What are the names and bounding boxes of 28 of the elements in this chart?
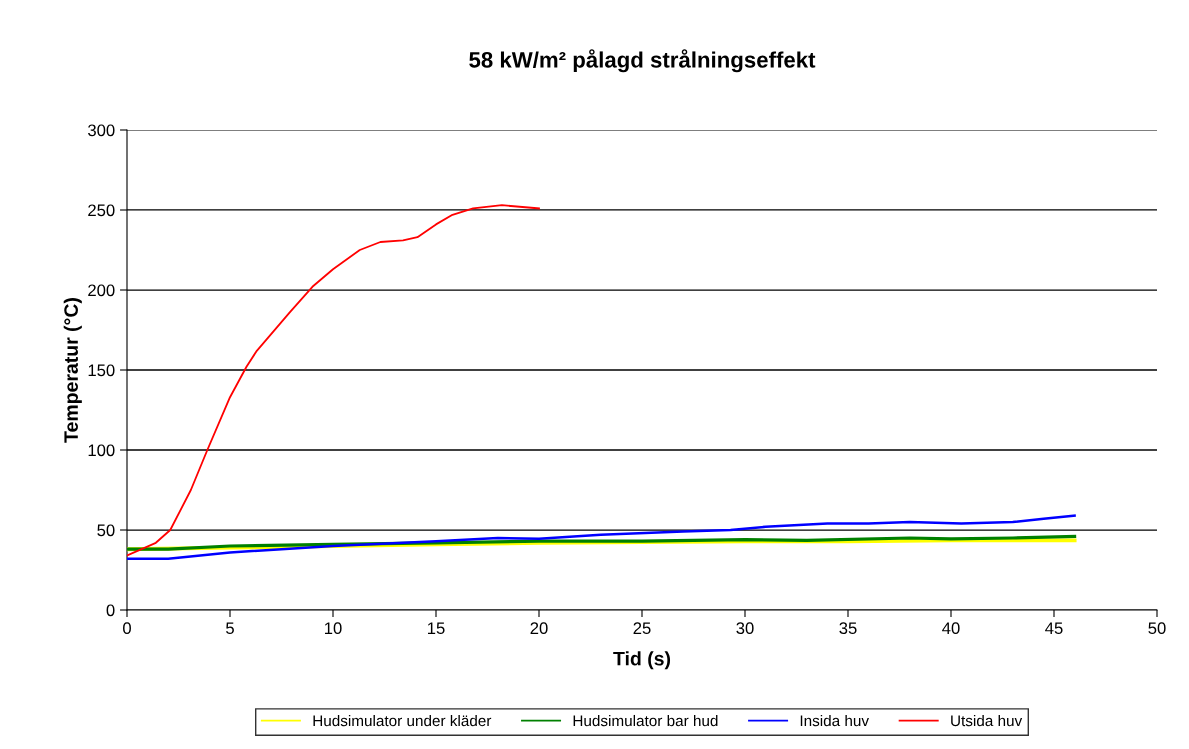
line-series (127, 204, 540, 557)
chart-title: 58 kW/m² pålagd strålningseffekt (469, 49, 816, 73)
x-tick-label: 10 (325, 622, 342, 635)
legend-label: Insida huv (800, 714, 869, 727)
y-tick-label: 200 (88, 284, 115, 297)
y-tick-label: 300 (88, 124, 115, 137)
y-tick-label: 250 (88, 204, 115, 217)
x-axis-title: Tid (s) (613, 651, 671, 670)
y-tick-label: 150 (88, 364, 115, 377)
x-tick-label: 15 (428, 622, 445, 635)
x-tick-label: 30 (736, 622, 754, 635)
x-tick-label: 20 (530, 622, 548, 635)
x-tick-label: 50 (1148, 622, 1166, 635)
y-tick-label: 0 (106, 604, 115, 617)
x-tick-label: 0 (123, 622, 131, 635)
legend-label: Hudsimulator bar hud (573, 714, 718, 727)
y-tick-label: 100 (88, 444, 115, 457)
x-tick-label: 35 (839, 622, 857, 635)
y-tick-label: 50 (97, 524, 115, 537)
line-series (127, 534, 1077, 551)
legend-label: Utsida huv (951, 714, 1023, 727)
legend-label: Hudsimulator under kläder (313, 714, 492, 727)
line-series (127, 514, 1076, 561)
x-tick-label: 25 (633, 622, 651, 635)
x-tick-label: 45 (1045, 622, 1063, 635)
x-tick-label: 5 (226, 622, 234, 635)
x-tick-label: 40 (942, 622, 960, 635)
y-axis-title: Temperatur (°C) (63, 298, 82, 443)
